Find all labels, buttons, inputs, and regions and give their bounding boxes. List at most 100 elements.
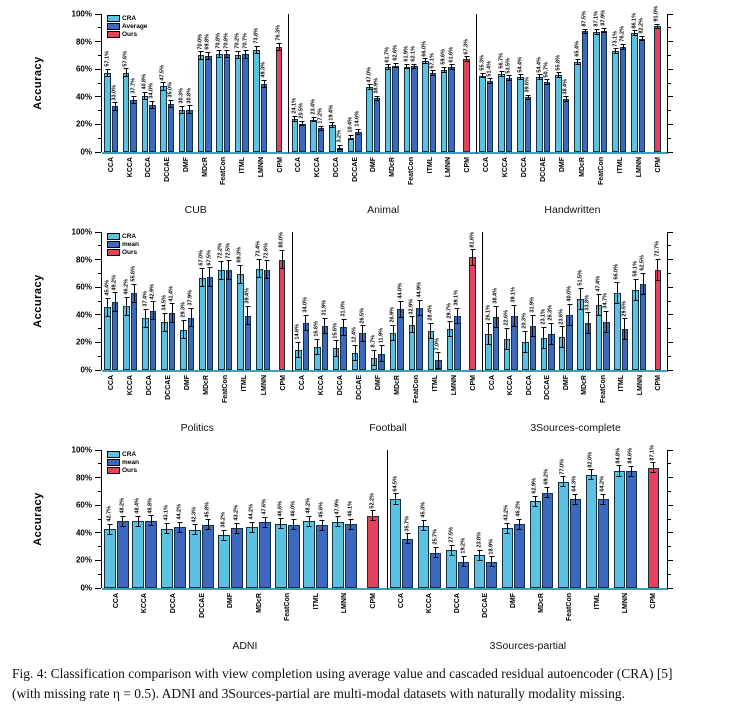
bar-group: 30.3% 30.8% [177,14,196,152]
bar-wrap: 64.5% [390,450,402,588]
bar-wrap: 40.8% [141,14,149,152]
bar-value-label: 43.1% [162,505,169,522]
x-tick: KCCA [121,157,140,203]
bar-wrap: 53.5% [505,14,513,152]
bar-wrap: 64.3% [569,450,581,588]
y-minor-tick [98,355,101,357]
error-bar [352,344,358,362]
x-tick-label: ITML [618,375,626,392]
legend-label: CRA [122,15,137,22]
x-tick: CPM [649,157,668,203]
bar-value-label: 27.5% [447,526,454,543]
bar-group: 73.1% 76.2% [610,14,629,152]
x-tick: CPM [640,593,668,639]
error-bar [411,63,417,70]
bar-value-label: 57.6% [122,50,129,67]
bar-group: 45.4% 49.2% [102,232,121,370]
error-bar [541,327,547,350]
error-bar [169,303,175,323]
bar-group: 57.1% 33.0% [102,14,121,152]
x-tick-label: KCCA [317,375,325,396]
x-tick-label: FeatCon [566,593,574,621]
error-bar [188,308,194,328]
bar-group: 20.3% 31.9% [520,232,538,370]
error-bar [262,516,268,528]
x-tick: DCCA [515,157,534,203]
bar-wrap: 45.3% [418,450,430,588]
bar-wrap: 23.6% [558,232,566,370]
y-tick-label: 0% [80,147,92,157]
y-minor-tick [98,328,101,330]
bar-wrap: 73.1% [612,14,619,152]
bar-cra [331,521,344,588]
x-axis-labels: CCA KCCA DCCA DCCAE DMF MDcR FeatCon ITML LMNN CP… [483,372,668,421]
error-bar [107,523,113,535]
legend-item: CRA [107,233,139,240]
bar-value-label: 57.1% [103,51,110,68]
bar-group: 87.1% [639,445,667,588]
x-tick: DCCAE [188,593,217,639]
x-tick-label: LMNN [341,593,349,614]
error-bar [360,325,366,342]
x-tick-label: MDcR [389,157,397,177]
bar-group: 58.1% 62.5% [630,232,648,370]
y-major-tick [95,314,101,316]
bar-wrap: 46.0% [287,450,300,588]
bar-wrap: 54.4% [517,14,524,152]
bar-wrap: 73.4% [256,232,263,370]
error-bar [504,522,510,534]
x-tick: LMNN [630,157,649,203]
bar-cra [555,75,562,152]
x-tick: DCCA [140,375,159,421]
plot-area: 26.1% 38.4% 22.6% 39.1% 20.3% 31.9% 23.1% 26.3%… [483,232,669,372]
figure: Accuracy 0% 20% 40% 60% 80% 100% CRA Average Ours… [0,0,682,654]
error-bar [601,27,607,34]
error-bar [135,515,141,527]
bar-wrap: 62.1% [411,14,418,152]
bar-wrap: 42.9% [149,232,157,370]
bar-value-label: 30.8% [185,87,192,104]
error-bar [493,305,499,329]
x-tick-label: DCCAE [355,375,363,400]
bar-cra [237,274,244,370]
error-bar [441,67,447,73]
bar-value-label: 59.6% [440,49,447,65]
bar-value-label: 26.1% [484,305,491,321]
y-minor-tick [98,245,101,247]
bar-wrap: 44.2% [246,450,259,588]
bar-ours [366,515,379,588]
bar-wrap: 48.4% [132,450,145,588]
bar-value-label: 82.2% [638,18,645,34]
bar-wrap: 33.0% [111,14,119,152]
bar-wrap: 58.1% [632,232,639,370]
y-major-tick [95,231,101,233]
error-bar [594,29,600,35]
bar-value-label: 61.6% [447,46,454,63]
error-bar [582,28,588,35]
x-tick-label: DCCA [525,375,533,396]
error-bar [235,51,241,60]
bar-wrap: 57.1% [429,14,437,152]
bar-wrap: 40.0% [566,232,573,370]
error-bar [461,556,467,568]
plot-area: 14.6% 34.0% 16.6% 31.9% 15.6% 31.0% 12.4% 26.5%… [292,232,484,372]
bar-value-label: 31.0% [339,301,346,317]
bar-group: 62.9% 69.2% [527,450,555,588]
bar-wrap: 45.6% [316,450,329,588]
legend-label: Ours [122,249,138,256]
bar-group: 64.5% 35.7% [388,450,416,588]
error-bar [506,75,512,81]
legend-label: CRA [122,233,137,240]
bar-mean [225,269,233,370]
x-tick-label: DCCAE [351,157,359,182]
x-tick: DCCA [520,375,538,421]
x-tick-label: KCCA [314,157,322,178]
x-tick-label: KCCA [426,593,434,614]
x-tick: CCA [293,375,312,421]
bar-wrap: 57.1% [104,14,111,152]
x-tick: DCCAE [158,157,177,203]
bar-cra [160,528,173,588]
bar-average [130,99,137,152]
x-tick: FeatCon [402,157,421,203]
bar-group: 56.7% 53.5% [496,14,515,152]
